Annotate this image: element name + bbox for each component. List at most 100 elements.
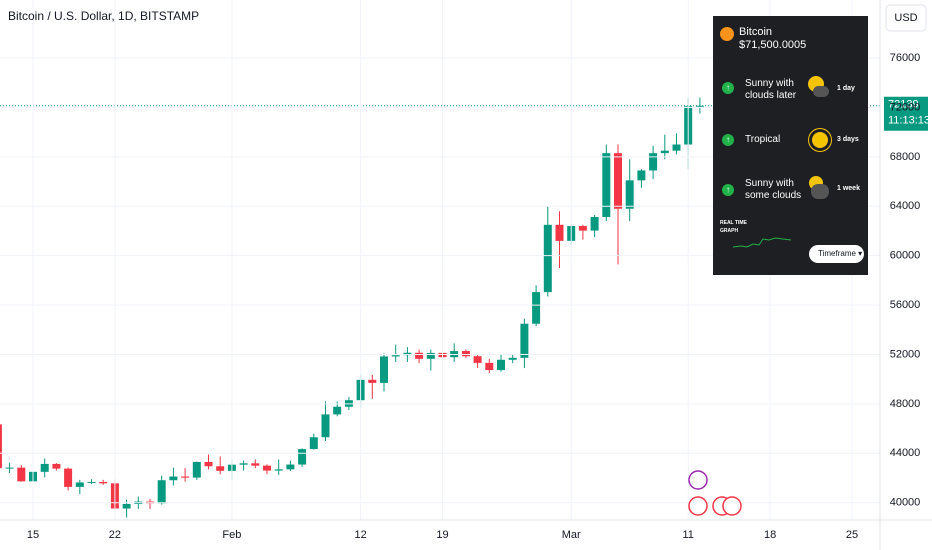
chart-title: Bitcoin / U.S. Dollar, 1D, BITSTAMP [8,9,199,23]
timeframe-button[interactable]: Timeframe ▾ [809,245,864,263]
candle-body [520,323,529,358]
last-price-label: 72139 [888,99,919,111]
candle-body [637,170,646,181]
y-tick-label: 56000 [890,299,921,311]
sparkline-line [733,237,792,248]
forecast-horizon: 3 days [837,136,859,143]
candle-body [333,406,342,415]
currency[interactable]: USD [894,12,917,24]
up-icon: ↑ [722,82,734,94]
asset-name: Bitcoin [739,26,773,38]
candle-body [590,217,599,231]
up-icon: ↑ [722,184,734,196]
candle-body [391,355,400,357]
candle-body [17,467,26,482]
candle-body [286,464,295,470]
x-tick-label: Feb [222,529,241,541]
candle-body [251,463,260,466]
up-icon: ↑ [722,134,734,146]
weather-icon [812,132,828,148]
candle-body [181,476,190,478]
candle-body [87,481,96,483]
candle-body [192,461,201,478]
y-tick-label: 76000 [890,52,921,64]
candle-body [122,503,131,509]
candle-body [660,150,669,154]
forecast-widget: Bitcoin $71,500.0005 ↑ Sunny with clouds… [713,16,868,275]
x-tick-label: 12 [354,529,366,541]
bitcoin-icon [720,27,734,41]
forecast-label: Sunny with clouds later [745,78,797,101]
currency-button[interactable] [885,4,927,32]
y-tick-label: 52000 [890,348,921,360]
sparkline [733,237,792,248]
timeframe-text[interactable]: Timeframe [818,249,856,258]
event-icon[interactable] [688,496,708,516]
candle-body [508,357,517,360]
candle-body [543,224,552,293]
candle-body [368,379,377,383]
candle-body [497,359,505,371]
countdown-label: 11:13:13 [888,115,930,127]
candle-body [426,352,435,359]
event-icon[interactable] [688,470,708,490]
candle-body [602,153,611,218]
candle-body [204,461,213,467]
candle-body [532,292,541,324]
x-tick-label: 25 [846,529,858,541]
candle-body [5,467,14,469]
x-tick-label: 18 [764,529,776,541]
event-markers [688,470,742,516]
x-tick-label: 15 [27,529,39,541]
candle-body [625,180,634,209]
candle-body [461,351,470,357]
x-tick-label: 11 [682,529,693,541]
candle-body [672,144,681,151]
candle-body [157,480,166,504]
candle-body [40,463,49,472]
candle-body [75,482,84,487]
x-tick-label: Mar [562,529,581,541]
candle-body [614,153,622,209]
candle-body [239,463,248,465]
y-tick-label: 72000 [890,101,921,113]
y-tick-label: 64000 [890,200,921,212]
candle-body [321,414,330,438]
candle-body [298,449,307,465]
candle-body [309,437,318,450]
forecast-label: Sunny with some clouds [745,178,802,201]
candle-body [216,466,225,471]
candle-body [263,465,271,471]
candle-body [473,356,482,363]
y-tick-label: 60000 [890,250,921,262]
candle-body [649,153,658,171]
forecast-horizon: 1 day [837,85,855,92]
graph-label: REAL TIME GRAPH [720,220,747,234]
x-tick-label: 19 [436,529,448,541]
candle-body [380,356,388,383]
candle-body [485,362,494,371]
y-tick-label: 48000 [890,398,921,410]
y-tick-label: 44000 [890,447,921,459]
candle-body [52,463,61,469]
candle-body [555,224,564,241]
candle-body [578,226,587,231]
event-icon[interactable] [722,496,742,516]
weather-icon [813,86,829,97]
forecast-label: Tropical [745,134,781,145]
forecast-horizon: 1 week [837,185,860,192]
candle-body [64,468,73,487]
candle-body [0,424,2,469]
asset-price: $71,500.0005 [739,39,807,51]
candle-body [274,469,283,471]
last-price-box [884,96,928,131]
candle-body [169,476,178,481]
x-tick-label: 22 [109,529,121,541]
y-tick-label: 68000 [890,151,921,163]
candle-body [99,481,108,484]
y-tick-label: 40000 [890,497,921,509]
candle-body [415,352,424,359]
weather-icon [811,184,829,199]
